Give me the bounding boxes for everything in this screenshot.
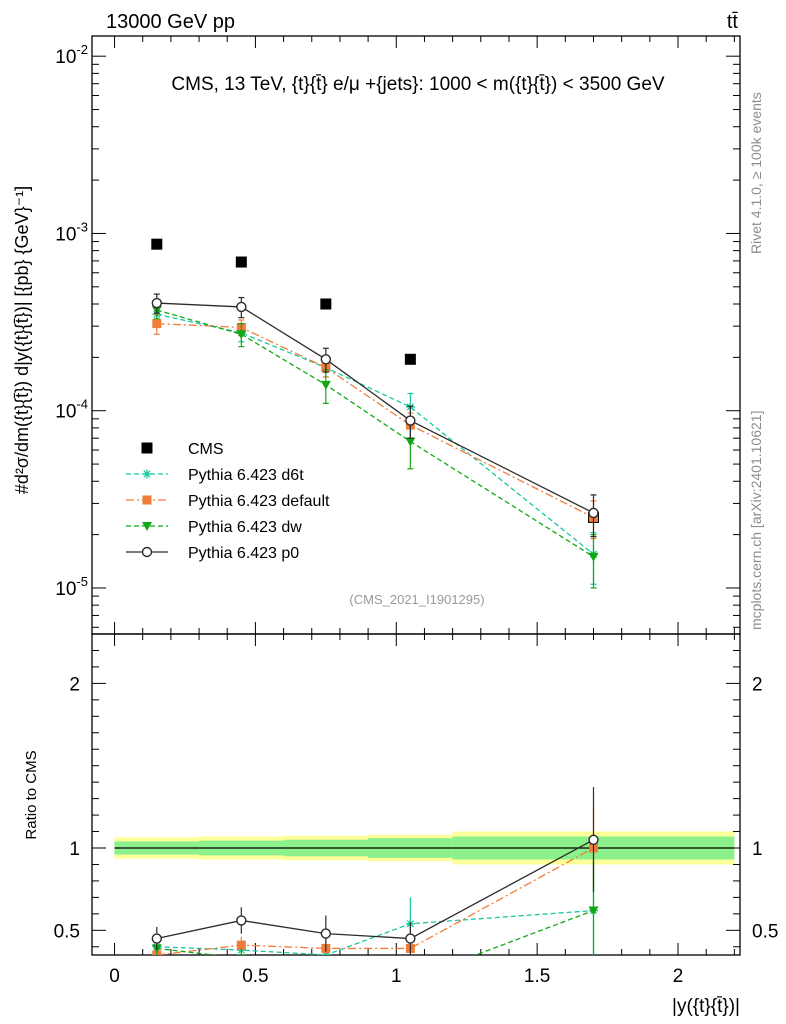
ratio-point-p0 xyxy=(588,834,599,845)
ratio-point-dw xyxy=(236,954,247,955)
y-tick-label: 10-3 xyxy=(55,219,88,245)
point-dw xyxy=(320,380,331,390)
ratio-series-p0 xyxy=(151,787,599,955)
ratio-frame xyxy=(91,633,741,956)
point-p0 xyxy=(236,301,247,313)
legend-entry-cms: CMS xyxy=(141,441,224,458)
series-line-default xyxy=(156,322,594,519)
ratio-y-tick-label: 0.5 xyxy=(54,921,80,942)
legend-label-dw: Pythia 6.423 dw xyxy=(188,519,302,536)
ratio-line-d6t xyxy=(156,909,594,955)
point-default xyxy=(152,319,162,329)
ratio-y-tick-label-right: 2 xyxy=(752,674,763,695)
ratio-y-tick-label-right: 1 xyxy=(752,839,763,860)
point-p0 xyxy=(151,297,163,309)
ratio-series-d6t xyxy=(152,861,598,955)
y-axis-label: #d²σ/dm({t}{t̄}) d|y({t}{t̄})| [{pb} {Ge… xyxy=(12,186,32,494)
ratio-line-default xyxy=(156,847,594,955)
ratio-point-p0 xyxy=(320,928,332,939)
point-cms xyxy=(404,353,416,365)
ratio-point-dw xyxy=(405,976,415,985)
ratio-y-tick-label-right: 0.5 xyxy=(752,921,778,942)
x-tick-label: 1.5 xyxy=(524,966,550,987)
y-tick-label: 10-5 xyxy=(55,574,88,600)
x-tick-label: 0 xyxy=(109,966,120,987)
x-tick-label: 0.5 xyxy=(242,966,268,987)
y-tick-label: 10-4 xyxy=(55,397,88,423)
rivet-version-label: Rivet 4.1.0, ≥ 100k events xyxy=(748,92,764,254)
y-axis-ticks xyxy=(92,55,740,628)
point-p0 xyxy=(588,507,599,519)
legend-label-cms: CMS xyxy=(188,441,224,458)
legend-entry-p0: Pythia 6.423 p0 xyxy=(126,545,299,562)
point-p0 xyxy=(405,415,416,426)
point-dw xyxy=(588,552,599,562)
ratio-y-tick-label: 1 xyxy=(69,839,80,860)
legend-entry-dw: Pythia 6.423 dw xyxy=(126,519,302,536)
legend-marker-p0 xyxy=(141,546,153,558)
series-p0 xyxy=(151,293,599,538)
legend-marker-cms xyxy=(141,442,153,454)
point-dw xyxy=(236,330,247,340)
legend-marker-dw xyxy=(142,522,152,531)
ratio-axis-label: Ratio to CMS xyxy=(23,750,40,839)
point-cms xyxy=(320,298,332,310)
collider-label: 13000 GeV pp xyxy=(106,11,235,33)
ratio-point-p0 xyxy=(236,915,247,926)
ratio-series xyxy=(151,787,599,985)
ratio-point-p0 xyxy=(151,933,163,944)
ratio-point-p0 xyxy=(405,933,416,944)
mcplots-credit-label: mcplots.cern.ch [arXiv:2401.10621] xyxy=(748,411,764,630)
series-dw xyxy=(151,301,599,589)
x-axis-label: |y({t}{t̄})| xyxy=(672,996,740,1017)
chart-title: CMS, 13 TeV, {t}{t̄} e/μ +{jets}: 1000 <… xyxy=(171,74,664,95)
process-label: tt̄ xyxy=(727,11,739,33)
ratio-point-default xyxy=(236,940,246,950)
ratio-point-dw xyxy=(321,964,331,973)
ratio-y-tick-label: 2 xyxy=(69,674,80,695)
legend-entry-d6t: Pythia 6.423 d6t xyxy=(126,467,304,484)
main-panel: 10-5 10-4 10-3 10-2 xyxy=(55,35,741,635)
point-p0 xyxy=(320,354,332,365)
legend-marker-default xyxy=(142,495,152,505)
point-cms xyxy=(235,256,247,268)
x-tick-label: 2 xyxy=(673,966,684,987)
x-tick-label: 1 xyxy=(391,966,402,987)
analysis-id-label: (CMS_2021_I1901295) xyxy=(349,592,484,607)
legend-label-default: Pythia 6.423 default xyxy=(188,493,330,510)
legend-label-p0: Pythia 6.423 p0 xyxy=(188,545,299,562)
x-axis-ticks xyxy=(114,36,735,955)
ratio-point-dw xyxy=(588,906,599,916)
ratio-panel: 0 0.5 1 1.5 2 0.5 0.5 1 1 2 2 xyxy=(54,36,778,987)
y-tick-label: 10-2 xyxy=(55,42,88,68)
point-dw xyxy=(405,437,416,447)
legend-marker-d6t xyxy=(142,469,152,479)
legend: CMS Pythia 6.423 d6t Pythia 6.423 default P… xyxy=(126,441,330,562)
point-cms xyxy=(151,238,163,250)
ratio-series-default xyxy=(152,806,598,955)
legend-label-d6t: Pythia 6.423 d6t xyxy=(188,467,304,484)
legend-entry-default: Pythia 6.423 default xyxy=(126,493,330,510)
ratio-y-ticks xyxy=(92,633,740,948)
